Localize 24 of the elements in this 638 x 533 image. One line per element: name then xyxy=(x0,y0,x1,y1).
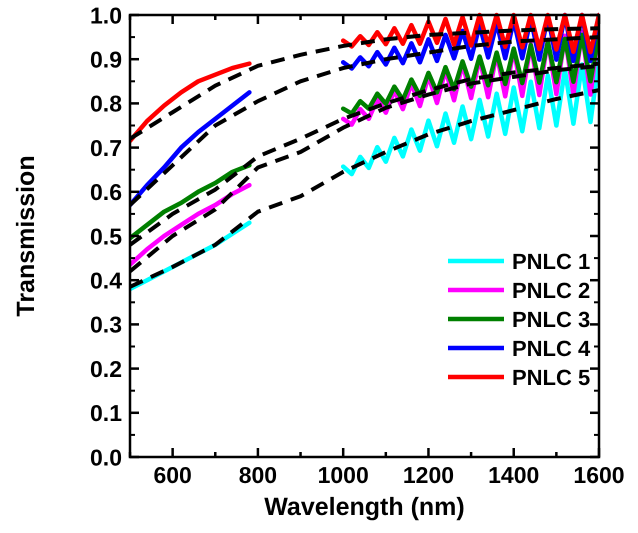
y-tick-label: 0.8 xyxy=(90,90,122,117)
y-tick-label: 0.7 xyxy=(90,134,122,161)
y-tick-label: 0.9 xyxy=(90,46,122,72)
legend-label: PNLC 5 xyxy=(512,364,590,390)
y-tick-label: 0.6 xyxy=(90,179,122,206)
y-tick-label: 0.5 xyxy=(90,223,122,250)
x-tick-label: 600 xyxy=(153,462,192,488)
x-tick-label: 1600 xyxy=(573,462,625,488)
legend-label: PNLC 1 xyxy=(512,248,590,274)
y-tick-label: 0.1 xyxy=(90,400,122,426)
x-axis-title: Wavelength (nm) xyxy=(264,493,465,521)
y-tick-label: 0.0 xyxy=(90,444,122,470)
y-tick-label: 0.4 xyxy=(90,267,122,294)
y-tick-label: 1.0 xyxy=(90,2,122,28)
y-axis-title: Transmission xyxy=(12,155,40,317)
x-tick-label: 800 xyxy=(238,462,278,488)
legend-label: PNLC 3 xyxy=(512,306,590,332)
legend-label: PNLC 2 xyxy=(512,278,590,303)
x-tick-label: 1400 xyxy=(488,462,540,488)
y-tick-label: 0.2 xyxy=(90,356,122,382)
x-tick-label: 1000 xyxy=(318,462,369,488)
legend-label: PNLC 4 xyxy=(512,336,591,361)
x-tick-label: 1200 xyxy=(402,462,454,488)
y-tick-label: 0.3 xyxy=(90,312,122,338)
